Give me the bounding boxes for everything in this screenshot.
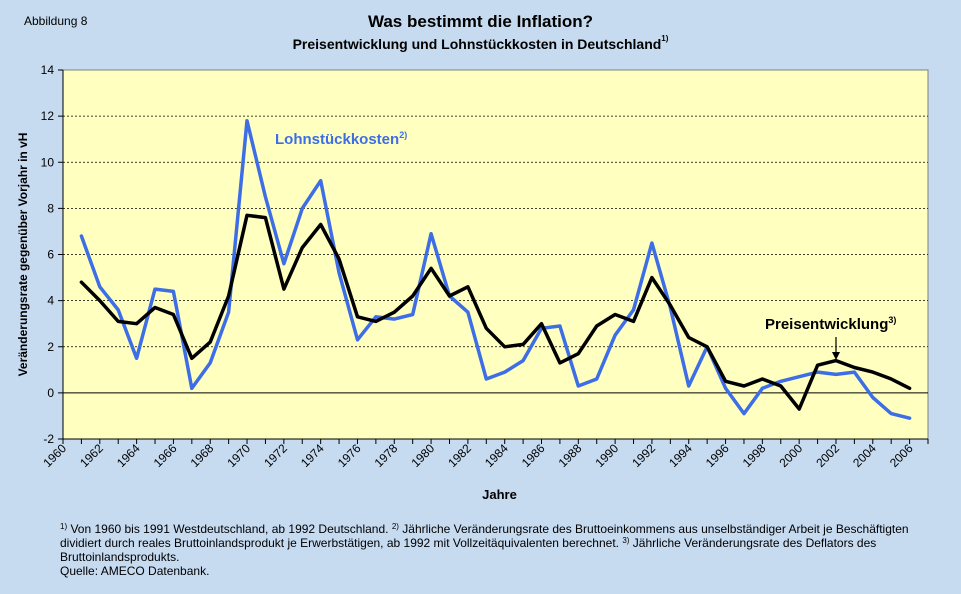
source-note: Quelle: AMECO Datenbank. xyxy=(60,564,210,578)
footnote-text-1: Von 1960 bis 1991 Westdeutschland, ab 19… xyxy=(67,522,392,536)
x-tick-label: 2000 xyxy=(777,441,806,470)
y-tick-label: -2 xyxy=(43,432,54,446)
y-tick-label: 0 xyxy=(47,386,54,400)
y-axis-label: Veränderungsrate gegenüber Vorjahr in vH xyxy=(16,133,30,377)
x-tick-label: 1978 xyxy=(372,441,401,470)
x-tick-label: 1986 xyxy=(519,441,548,470)
annotation-arrow-head xyxy=(832,352,840,360)
chart-subtitle-footnote-mark: 1) xyxy=(661,34,669,43)
series-line-preisentwicklung xyxy=(79,213,912,411)
y-tick-label: 4 xyxy=(47,294,54,308)
x-tick-label: 1990 xyxy=(592,441,621,470)
x-tick-label: 1984 xyxy=(482,441,511,470)
footnote-text-3: Jährliche Veränderungsrate des Deflators… xyxy=(60,536,877,564)
x-tick-label: 1994 xyxy=(666,441,695,470)
chart-subtitle-text: Preisentwicklung und Lohnstückkosten in … xyxy=(292,36,662,52)
series-label-lohnstueckkosten: Lohnstückkosten2) xyxy=(275,130,407,148)
footnote-text-2: Jährliche Veränderungsrate des Bruttoein… xyxy=(60,522,909,550)
footnote-mark-3: 3) xyxy=(622,536,630,545)
footnote-mark-1: 1) xyxy=(60,522,68,531)
y-tick-label: 14 xyxy=(41,63,55,77)
x-tick-label: 1964 xyxy=(114,441,143,470)
x-tick-label: 1968 xyxy=(188,441,217,470)
footnote-mark-2: 2) xyxy=(391,522,399,531)
figure-label: Abbildung 8 xyxy=(24,14,88,28)
x-tick-label: 1976 xyxy=(335,441,364,470)
x-tick-label: 1988 xyxy=(556,441,585,470)
series-label-preisentwicklung: Preisentwicklung3) xyxy=(765,315,896,333)
x-tick-label: 1998 xyxy=(740,441,769,470)
y-tick-label: 8 xyxy=(47,201,54,215)
x-tick-label: 1980 xyxy=(408,441,437,470)
x-tick-label: 1992 xyxy=(629,441,658,470)
x-tick-label: 1970 xyxy=(224,441,253,470)
x-tick-label: 2006 xyxy=(887,441,916,470)
x-tick-label: 1982 xyxy=(445,441,474,470)
x-tick-label: 1972 xyxy=(261,441,290,470)
footnote: 1) Von 1960 bis 1991 Westdeutschland, ab… xyxy=(60,522,940,578)
x-axis-label: Jahre xyxy=(482,487,517,502)
y-tick-label: 12 xyxy=(41,109,55,123)
y-tick-label: 10 xyxy=(41,155,55,169)
x-tick-label: 2004 xyxy=(850,441,879,470)
x-tick-label: 1974 xyxy=(298,441,327,470)
series-line-lohnstueckkosten xyxy=(79,118,912,420)
x-tick-label: 1962 xyxy=(77,441,106,470)
chart-title: Was bestimmt die Inflation? xyxy=(367,12,594,31)
x-tick-label: 2002 xyxy=(813,441,842,470)
y-tick-label: 2 xyxy=(47,340,54,354)
chart-subtitle: Preisentwicklung und Lohnstückkosten in … xyxy=(0,34,961,52)
x-tick-label: 1966 xyxy=(151,441,180,470)
x-tick-label: 1996 xyxy=(703,441,732,470)
y-tick-label: 6 xyxy=(47,248,54,262)
